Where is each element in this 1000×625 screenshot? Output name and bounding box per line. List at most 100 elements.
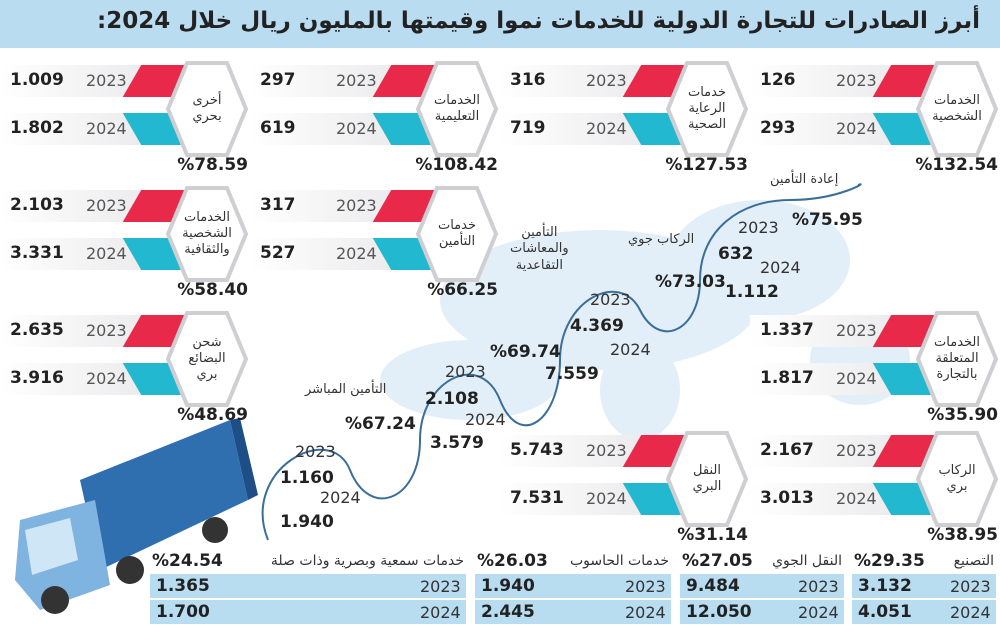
table-cell	[852, 574, 996, 598]
title: أبرز الصادرات للتجارة الدولية للخدمات نم…	[97, 8, 980, 34]
growth: %108.42	[415, 155, 498, 175]
table-cell	[475, 600, 671, 624]
card-label: خدمات الرعاية الصحية	[687, 84, 727, 133]
table-cell	[150, 600, 466, 624]
year: 2023	[336, 196, 377, 215]
route-label: التأمين والمعاشات التقاعدية	[510, 225, 569, 273]
year: 2023	[86, 71, 127, 90]
value: 293	[760, 118, 796, 138]
table-value: 9.484	[686, 576, 740, 596]
hexagon-shape	[165, 186, 249, 282]
card: 1.337 2023 1.817 2024 الخدمات المتعلقة بالتج…	[750, 310, 1000, 435]
table-value: 12.050	[686, 602, 752, 622]
hexagon-shape	[915, 61, 999, 157]
value: 3.331	[10, 243, 64, 263]
growth: %127.53	[665, 155, 748, 175]
value: 2.635	[10, 320, 64, 340]
truck	[15, 418, 258, 614]
card-label: النقل البري	[692, 462, 722, 494]
hexagon	[915, 431, 999, 527]
route-year: 2024	[610, 340, 651, 359]
route-value: 1.940	[280, 512, 334, 532]
year: 2024	[86, 119, 127, 138]
route-growth: %73.03	[655, 272, 726, 292]
route-year: 2023	[590, 290, 631, 309]
hexagon-shape	[665, 431, 749, 527]
year: 2023	[336, 71, 377, 90]
hexagon-shape	[415, 61, 499, 157]
route-growth: %75.95	[792, 210, 863, 230]
value: 126	[760, 70, 796, 90]
year: 2023	[836, 71, 877, 90]
hexagon	[165, 186, 249, 282]
route-year: 2023	[738, 218, 779, 237]
route-value: 1.160	[280, 468, 334, 488]
route-year: 2024	[465, 410, 506, 429]
route-growth: %67.24	[345, 414, 416, 434]
table-value: 2.445	[481, 602, 535, 622]
year: 2024	[586, 489, 627, 508]
card: 297 2023 619 2024 الخدمات التعليمية %108.42	[250, 60, 500, 185]
card: 316 2023 719 2024 خدمات الرعاية الصحية %127.5…	[500, 60, 750, 185]
route-year: 2024	[760, 258, 801, 277]
table-year: 2023	[625, 577, 666, 596]
table-value: 1.365	[156, 576, 210, 596]
card-label: الخدمات التعليمية	[434, 92, 480, 124]
table-year: 2024	[420, 603, 461, 622]
table-growth: %27.05	[682, 551, 753, 571]
table-year: 2023	[798, 577, 839, 596]
card: 126 2023 293 2024 الخدمات الشخصية %132.54	[750, 60, 1000, 185]
card: 1.009 2023 1.802 2024 أخرى بحري %78.59	[0, 60, 250, 185]
card-label: الركاب بري	[938, 462, 976, 494]
card-label: خدمات التأمين	[437, 217, 477, 249]
route-growth: %69.74	[490, 342, 561, 362]
table-value: 3.132	[858, 576, 912, 596]
year: 2023	[86, 196, 127, 215]
table-value: 4.051	[858, 602, 912, 622]
value: 3.916	[10, 368, 64, 388]
table-cell	[680, 600, 844, 624]
route-value: 632	[718, 244, 754, 264]
hexagon	[165, 61, 249, 157]
value: 316	[510, 70, 546, 90]
growth: %48.69	[177, 405, 248, 425]
route-year: 2023	[445, 362, 486, 381]
growth: %38.95	[927, 525, 998, 545]
table-growth: %26.03	[477, 551, 548, 571]
table-value: 1.700	[156, 602, 210, 622]
year: 2024	[836, 489, 877, 508]
growth: %66.25	[427, 280, 498, 300]
hexagon	[415, 61, 499, 157]
route-year: 2023	[295, 442, 336, 461]
hexagon	[415, 186, 499, 282]
table-growth: %24.54	[152, 551, 223, 571]
route-value: 2.108	[425, 389, 479, 409]
card: 317 2023 527 2024 خدمات التأمين %66.25	[250, 185, 500, 310]
table-year: 2024	[625, 603, 666, 622]
table-label: خدمات سمعية وبصرية وذات صلة	[270, 553, 464, 569]
table-year: 2023	[950, 577, 991, 596]
route-label: إعادة التأمين	[770, 172, 839, 187]
route-value: 3.579	[430, 433, 484, 453]
year: 2023	[586, 441, 627, 460]
hexagon	[665, 431, 749, 527]
year: 2023	[836, 441, 877, 460]
card: 2.635 2023 3.916 2024 شحن البضائع بري %48.69	[0, 310, 250, 435]
value: 719	[510, 118, 546, 138]
table-label: خدمات الحاسوب	[570, 553, 669, 569]
hexagon	[665, 61, 749, 157]
year: 2024	[586, 119, 627, 138]
card: 2.167 2023 3.013 2024 الركاب بري %38.95	[750, 430, 1000, 555]
table-label: التصنيع	[953, 553, 994, 569]
card-label: الخدمات المتعلقة بالتجارة	[934, 334, 980, 383]
value: 2.167	[760, 440, 814, 460]
growth: %35.90	[927, 405, 998, 425]
table-value: 1.940	[481, 576, 535, 596]
card: 2.103 2023 3.331 2024 الخدمات الشخصية والثقا…	[0, 185, 250, 310]
value: 1.802	[10, 118, 64, 138]
year: 2023	[836, 321, 877, 340]
value: 7.531	[510, 488, 564, 508]
year: 2024	[836, 119, 877, 138]
hexagon-shape	[165, 311, 249, 407]
